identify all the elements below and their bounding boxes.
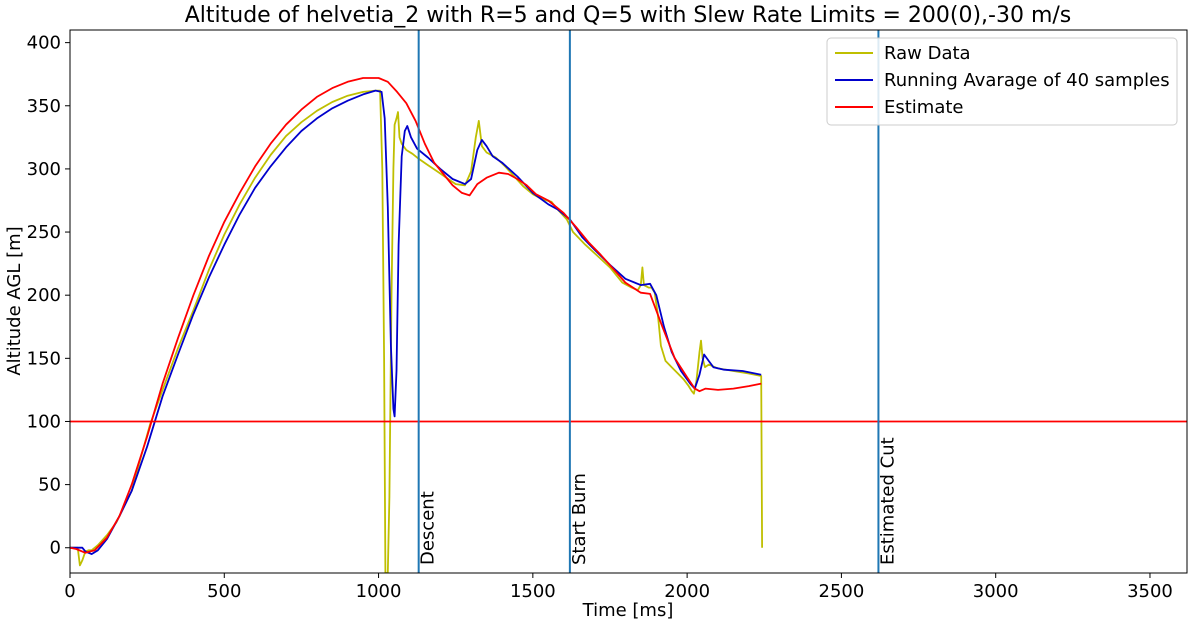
plot-area: Descent Start Burn Estimated Cut bbox=[70, 30, 1187, 573]
legend-label-estimate: Estimate bbox=[884, 97, 964, 118]
x-tick-label: 500 bbox=[207, 581, 241, 602]
series-line-estimate bbox=[70, 77, 762, 554]
axes: 0 500 1000 1500 2000 2500 3000 3500 0 50 100 150 200… bbox=[27, 29, 1188, 602]
x-tick-label: 0 bbox=[64, 581, 75, 602]
x-tick-label: 2000 bbox=[664, 581, 710, 602]
y-axis-label: Altitude AGL [m] bbox=[4, 226, 25, 375]
y-tick-label: 400 bbox=[27, 33, 61, 54]
y-tick-label: 200 bbox=[27, 285, 61, 306]
event-label-start-burn: Start Burn bbox=[569, 473, 590, 565]
legend-label-running-avarage-of-40-samples: Running Avarage of 40 samples bbox=[884, 70, 1170, 91]
x-tick-label: 2500 bbox=[819, 581, 865, 602]
x-tick-label: 3500 bbox=[1127, 581, 1173, 602]
y-tick-label: 300 bbox=[27, 159, 61, 180]
axes-frame bbox=[69, 29, 1188, 574]
y-tick-label: 100 bbox=[27, 411, 61, 432]
series-group bbox=[70, 77, 1187, 573]
y-tick-label: 50 bbox=[38, 475, 61, 496]
y-tick-label: 250 bbox=[27, 222, 61, 243]
event-label-descent: Descent bbox=[418, 491, 439, 565]
legend-box bbox=[826, 37, 1178, 126]
x-tick-label: 3000 bbox=[973, 581, 1019, 602]
y-tick-label: 350 bbox=[27, 96, 61, 117]
legend: Raw Data Running Avarage of 40 samples Est… bbox=[826, 37, 1178, 126]
chart-title: Altitude of helvetia_2 with R=5 and Q=5 … bbox=[185, 3, 1072, 28]
x-axis-label: Time [ms] bbox=[582, 600, 674, 621]
y-tick-label: 0 bbox=[50, 538, 61, 559]
series-line-raw-data bbox=[70, 89, 763, 573]
x-tick-label: 1500 bbox=[510, 581, 556, 602]
y-tick-label: 150 bbox=[27, 348, 61, 369]
legend-label-raw-data: Raw Data bbox=[884, 43, 971, 64]
series-line-running-avarage-of-40-samples bbox=[70, 89, 762, 555]
x-tick-label: 1000 bbox=[356, 581, 402, 602]
event-label-estimated-cut: Estimated Cut bbox=[877, 437, 898, 565]
